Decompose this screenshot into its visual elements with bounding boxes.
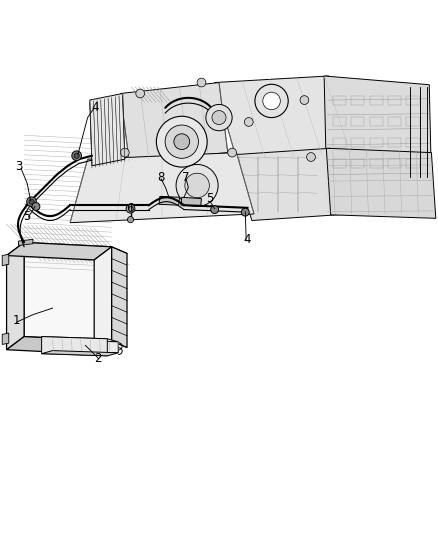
Polygon shape (18, 239, 33, 246)
Text: 8: 8 (157, 171, 164, 184)
Circle shape (120, 148, 129, 157)
Polygon shape (7, 336, 112, 354)
Circle shape (206, 104, 232, 131)
Circle shape (136, 89, 145, 98)
Circle shape (211, 206, 219, 214)
Polygon shape (2, 254, 9, 265)
Text: 5: 5 (23, 209, 30, 223)
Polygon shape (326, 148, 436, 219)
Polygon shape (112, 247, 127, 348)
Polygon shape (42, 351, 118, 356)
Circle shape (74, 153, 79, 158)
Circle shape (176, 165, 218, 206)
Circle shape (165, 125, 198, 158)
Circle shape (197, 78, 206, 87)
Text: 4: 4 (243, 233, 251, 246)
Circle shape (300, 96, 309, 104)
Circle shape (241, 208, 249, 216)
Polygon shape (215, 76, 350, 159)
Polygon shape (90, 93, 125, 166)
Circle shape (32, 203, 40, 211)
Polygon shape (7, 243, 24, 350)
Polygon shape (2, 333, 9, 344)
Polygon shape (120, 83, 228, 161)
Circle shape (174, 134, 190, 150)
Polygon shape (7, 243, 112, 260)
Circle shape (307, 152, 315, 161)
Circle shape (156, 116, 207, 167)
Circle shape (72, 151, 81, 160)
Polygon shape (94, 247, 112, 354)
Polygon shape (53, 340, 118, 353)
Polygon shape (24, 243, 112, 341)
Polygon shape (159, 197, 180, 205)
Polygon shape (324, 76, 431, 179)
Polygon shape (42, 336, 118, 342)
Circle shape (255, 84, 288, 118)
Polygon shape (232, 148, 350, 221)
Text: 1: 1 (12, 314, 20, 327)
Text: 7: 7 (182, 171, 189, 184)
Circle shape (27, 197, 36, 206)
Circle shape (228, 148, 237, 157)
Polygon shape (42, 336, 107, 356)
Text: 3: 3 (15, 160, 23, 173)
Circle shape (263, 92, 280, 110)
Circle shape (126, 204, 135, 213)
Circle shape (127, 216, 134, 223)
Circle shape (244, 118, 253, 126)
Text: 5: 5 (206, 192, 213, 205)
Circle shape (29, 199, 34, 204)
Circle shape (212, 110, 226, 125)
Text: 4: 4 (91, 101, 99, 114)
Text: 2: 2 (94, 352, 102, 365)
Polygon shape (181, 197, 201, 206)
Text: 6: 6 (126, 202, 134, 215)
Circle shape (185, 173, 209, 198)
Polygon shape (70, 152, 254, 223)
